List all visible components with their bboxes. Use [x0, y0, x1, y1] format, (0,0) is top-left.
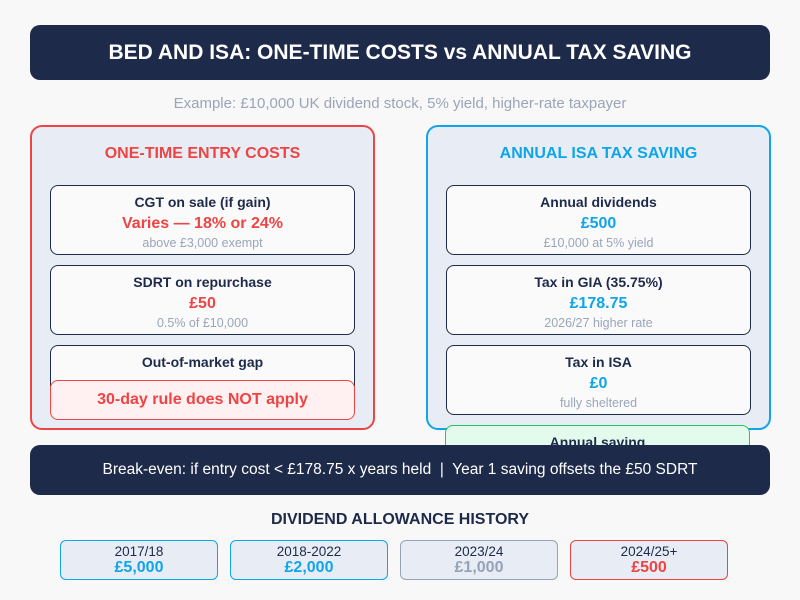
card-value: Varies — 18% or 24% [122, 215, 283, 232]
card-title: SDRT on repurchase [133, 274, 272, 290]
card-note: 0.5% of £10,000 [156, 316, 249, 330]
subtitle: Example: £10,000 UK dividend stock, 5% y… [173, 95, 627, 112]
card-note: 2026/27 higher rate [544, 316, 653, 330]
allowance-value: £5,000 [114, 559, 164, 576]
allowance-year: 2024/25+ [620, 544, 678, 559]
allowance-year: 2018-2022 [276, 544, 342, 559]
panel-title: ANNUAL ISA TAX SAVING [499, 145, 698, 162]
card-note: above £3,000 exempt [142, 236, 263, 250]
allowance-value: £2,000 [284, 559, 334, 576]
allowance-box: 2017/18 £5,000 [60, 540, 218, 580]
card-title: Annual dividends [540, 194, 657, 210]
card-value: £178.75 [569, 295, 628, 312]
card-title: Out-of-market gap [141, 354, 264, 370]
cgt-card: CGT on sale (if gain) Varies — 18% or 24… [50, 185, 355, 255]
allowance-box: 2018-2022 £2,000 [230, 540, 388, 580]
page-title: BED AND ISA: ONE-TIME COSTS vs ANNUAL TA… [30, 25, 770, 80]
card-title: CGT on sale (if gain) [134, 194, 271, 210]
allowance-year: 2023/24 [454, 544, 504, 559]
card-note: fully sheltered [559, 396, 638, 410]
panel-title: ONE-TIME ENTRY COSTS [104, 145, 301, 162]
gia-tax-card: Tax in GIA (35.75%) £178.75 2026/27 high… [446, 265, 751, 335]
allowance-box: 2024/25+ £500 [570, 540, 728, 580]
history-title: DIVIDEND ALLOWANCE HISTORY [270, 511, 530, 528]
sdrt-card: SDRT on repurchase £50 0.5% of £10,000 [50, 265, 355, 335]
break-even-banner: Break-even: if entry cost < £178.75 x ye… [30, 445, 770, 495]
allowance-box: 2023/24 £1,000 [400, 540, 558, 580]
card-note: £10,000 at 5% yield [543, 236, 654, 250]
card-value: £50 [189, 295, 216, 312]
isa-tax-card: Tax in ISA £0 fully sheltered [446, 345, 751, 415]
warning-box: 30-day rule does NOT apply [50, 380, 355, 420]
dividends-card: Annual dividends £500 £10,000 at 5% yiel… [446, 185, 751, 255]
tax-saving-panel: ANNUAL ISA TAX SAVING Annual dividends £… [426, 125, 771, 430]
card-value: £500 [580, 215, 617, 232]
card-title: Tax in ISA [565, 354, 632, 370]
card-value: £0 [589, 375, 608, 392]
allowance-value: £500 [631, 559, 667, 576]
allowance-value: £1,000 [454, 559, 504, 576]
card-title: Tax in GIA (35.75%) [534, 274, 663, 290]
allowance-year: 2017/18 [114, 544, 164, 559]
